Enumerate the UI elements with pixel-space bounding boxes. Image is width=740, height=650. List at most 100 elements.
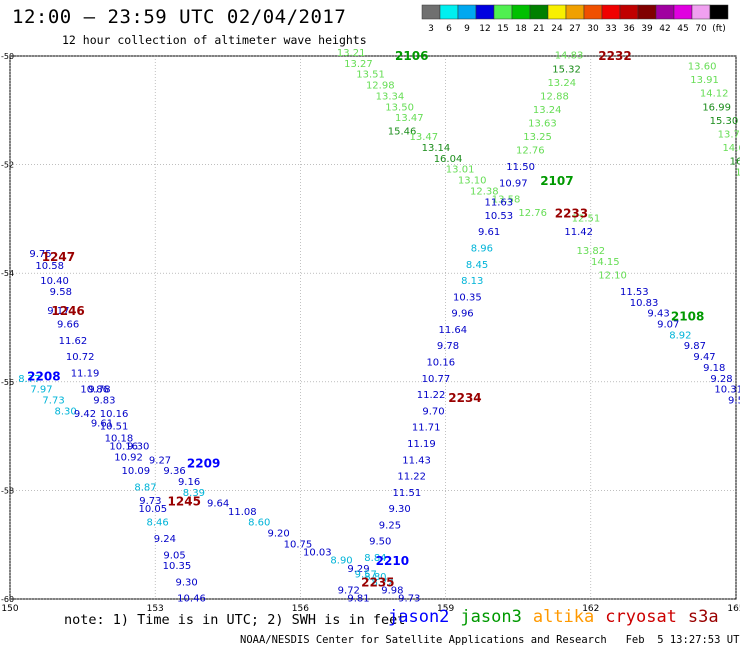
data-point: 10.77 [422, 374, 451, 385]
y-tick-label: -56 [1, 378, 14, 387]
data-point: 9.17 [47, 306, 69, 317]
colorbar-swatch [583, 4, 603, 20]
data-point: 11.64 [439, 325, 468, 336]
track-label: 2234 [448, 391, 481, 405]
satellite-legend: jason2 jason3 altika cryosat s3a [388, 607, 730, 627]
data-point: 10.35 [453, 292, 482, 303]
data-point: 8.30 [55, 406, 77, 417]
colorbar-swatch [511, 4, 531, 20]
data-point: 9.70 [422, 406, 444, 417]
colorbar-swatch [565, 4, 585, 20]
y-tick-label: -50 [1, 52, 14, 61]
data-point: 9.5 [728, 396, 740, 407]
data-point: 13.58 [492, 195, 521, 206]
data-point: 9.72 [338, 586, 360, 597]
data-point: 10.16 [100, 409, 129, 420]
y-tick-label: -58 [1, 486, 14, 495]
colorbar-label: 15 [497, 24, 508, 34]
legend-item-s3a: s3a [687, 607, 719, 627]
data-point: 9.27 [149, 455, 171, 466]
data-point: 11.08 [228, 507, 257, 518]
colorbar-swatch [637, 4, 657, 20]
track-label: 2235 [361, 576, 394, 590]
colorbar-label: 30 [587, 24, 599, 34]
colorbar-label: 24 [551, 24, 563, 34]
data-point: 13.14 [422, 143, 451, 154]
colorbar-label: 45 [677, 24, 688, 34]
colorbar-swatch [475, 4, 495, 20]
data-point: 9.83 [93, 396, 115, 407]
page-subtitle: 12 hour collection of altimeter wave hei… [62, 33, 367, 47]
colorbar-swatch [457, 4, 477, 20]
data-point: 9.87 [684, 341, 706, 352]
colorbar-swatch [709, 4, 729, 20]
colorbar-swatch [601, 4, 621, 20]
track-label: 1246 [51, 304, 84, 318]
colorbar-label: 21 [533, 24, 544, 34]
data-point: 10.75 [284, 539, 313, 550]
track-label: 2233 [555, 206, 588, 220]
data-point: 13.51 [356, 70, 385, 81]
data-point: 13.01 [446, 165, 475, 176]
data-point: 9.28 [710, 374, 732, 385]
data-point: 13.27 [344, 59, 373, 70]
colorbar-label: 3 [428, 24, 434, 34]
color-scale-bar: 3 6 9 12 15 18 21 24 27 30 33 36 39 42 45 70 (ft) [421, 4, 729, 34]
data-point: 12.98 [366, 81, 395, 92]
data-point: 9.73 [398, 594, 420, 605]
legend-item-cryosat: cryosat [605, 607, 677, 627]
data-point: 1 [735, 167, 740, 178]
data-point: 10.16 [426, 358, 455, 369]
data-point: 10.58 [35, 261, 64, 272]
data-point: 11.43 [402, 455, 431, 466]
track-label: 2106 [395, 49, 428, 63]
data-point: 9.58 [50, 287, 72, 298]
data-point: 8.13 [461, 276, 483, 287]
data-point: 9.78 [88, 385, 110, 396]
data-point: 10.86 [80, 385, 109, 396]
data-point: 13.60 [688, 62, 717, 73]
data-point: 13.10 [458, 176, 487, 187]
colorbar-label: 9 [464, 24, 470, 34]
data-point: 9.24 [154, 534, 176, 545]
colorbar-swatch [529, 4, 549, 20]
colorbar-swatch [673, 4, 693, 20]
data-point: 8.80 [364, 572, 386, 583]
data-point: 9.75 [29, 249, 51, 260]
data-point: 10.09 [122, 466, 151, 477]
data-point: 9.47 [693, 352, 715, 363]
data-point: 14.15 [591, 257, 620, 268]
track-label: 1247 [42, 250, 75, 264]
data-point: 10.53 [485, 211, 514, 222]
data-point: 9.61 [478, 227, 500, 238]
data-point: 7.73 [42, 396, 64, 407]
x-tick-label: 165 [727, 604, 740, 614]
data-point: 13.34 [376, 91, 405, 102]
data-point: 9.18 [703, 363, 725, 374]
x-tick-label: 153 [147, 604, 164, 614]
data-point: 11.50 [506, 162, 535, 173]
y-tick-label: -60 [1, 595, 14, 604]
data-point: 8.92 [669, 330, 691, 341]
data-point: 9.36 [163, 466, 185, 477]
data-point: 11.71 [412, 423, 441, 434]
track-label: 2210 [376, 554, 409, 568]
data-point: 13.91 [690, 75, 719, 86]
data-point: 9.42 [74, 409, 96, 420]
data-point: 8.87 [134, 482, 156, 493]
data-point: 9.30 [176, 577, 198, 588]
data-point: 8.46 [146, 518, 168, 529]
colorbar-swatch [691, 4, 711, 20]
data-point: 11.42 [564, 227, 593, 238]
data-point: 9.98 [381, 586, 403, 597]
data-point: 14.12 [700, 89, 729, 100]
data-point: 12.76 [516, 146, 545, 157]
colorbar-label: 27 [569, 24, 580, 34]
data-point: 14.6 [722, 143, 740, 154]
data-point: 15.32 [552, 64, 581, 75]
colorbar-label: (ft) [712, 24, 726, 34]
colorbar-label: 42 [659, 24, 670, 34]
page-title: 12:00 – 23:59 UTC 02/04/2017 [12, 6, 347, 28]
y-tick-label: -52 [1, 161, 14, 170]
